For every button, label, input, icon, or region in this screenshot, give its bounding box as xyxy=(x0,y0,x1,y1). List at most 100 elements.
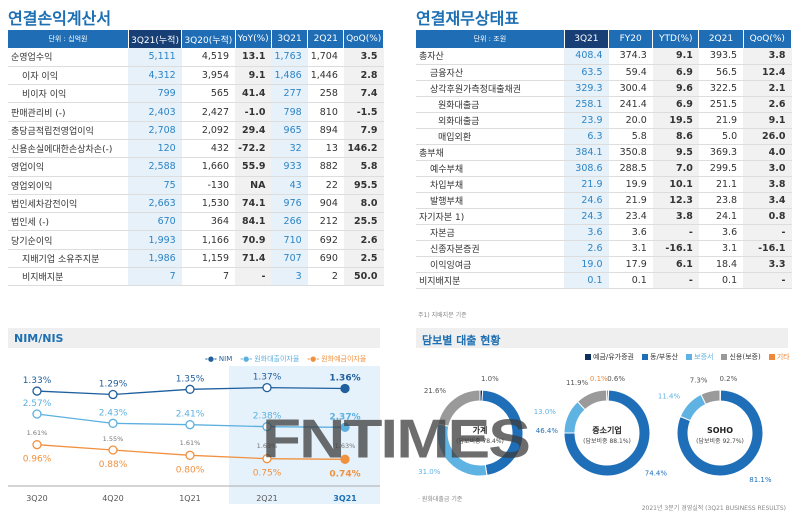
cell-value: 3.4 xyxy=(743,192,792,209)
row-label: 이자 이익 xyxy=(8,66,129,86)
row-label: 당기순이익 xyxy=(8,230,129,250)
cell-value: 308.6 xyxy=(564,160,609,177)
table-row: 판매관리비 (-) 2,403 2,427 -1.0 798 810 -1.5 xyxy=(8,102,384,122)
data-point xyxy=(108,389,118,400)
collateral-legend: 예금/유가증권 동/부동산 보증서 신용(보증) 기타 xyxy=(585,352,790,362)
table-row: 영업이익 2,588 1,660 55.9 933 882 5.8 xyxy=(8,157,384,177)
data-label: 2.57% xyxy=(23,399,52,409)
cell-value: 1,530 xyxy=(181,194,236,214)
cell-value: 6.9 xyxy=(652,96,699,113)
column-header: 단위 : 조원 xyxy=(416,30,565,48)
donut-slice xyxy=(700,389,721,405)
table-row: 이익잉여금 19.0 17.9 6.1 18.4 3.3 xyxy=(416,256,792,273)
legend-item: 신용(보증) xyxy=(721,352,761,362)
cell-value: 23.4 xyxy=(608,208,653,225)
cell-value: 56.5 xyxy=(698,64,744,81)
cell-value: 24.1 xyxy=(698,208,744,225)
cell-value: 384.1 xyxy=(564,144,609,161)
column-header: QoQ(%) xyxy=(743,30,793,48)
cell-value: 3.6 xyxy=(608,224,653,241)
cell-value: 2,092 xyxy=(181,121,236,140)
row-label: 상각후원가측정대출채권 xyxy=(416,80,565,97)
cell-value: 0.1 xyxy=(564,272,609,289)
cell-value: 10.1 xyxy=(652,176,699,193)
cell-value: -72.2 xyxy=(235,139,272,159)
row-label: 총자산 xyxy=(416,48,565,65)
donut-slice xyxy=(679,393,707,422)
data-label: 0.74% xyxy=(329,469,360,479)
cell-value: 1,166 xyxy=(181,230,236,250)
slice-label: 46.4% xyxy=(536,427,559,435)
table-row: 자본금 3.6 3.6-3.6- xyxy=(416,224,792,241)
row-label: 비지배지분 xyxy=(416,272,565,289)
spread-label: 1.55% xyxy=(103,435,124,443)
data-point xyxy=(185,420,195,430)
data-label: 2.41% xyxy=(176,410,205,420)
cell-value: 41.4 xyxy=(235,84,272,104)
cell-value: 2.6 xyxy=(564,240,609,257)
cell-value: 374.3 xyxy=(608,48,653,65)
row-label: 충당금적립전영업이익 xyxy=(8,121,129,140)
cell-value: 12.4 xyxy=(743,64,792,81)
cell-value: 369.3 xyxy=(698,144,744,161)
row-label: 판매관리비 (-) xyxy=(8,102,129,122)
cell-value: 5.0 xyxy=(698,128,744,145)
cell-value: 393.5 xyxy=(698,48,744,65)
cell-value: 799 xyxy=(128,84,182,104)
cell-value: 2.6 xyxy=(743,96,792,113)
data-label: 2.38% xyxy=(253,412,282,422)
table-row: 발행부채 24.6 21.9 12.3 23.8 3.4 xyxy=(416,192,792,209)
spread-label: 1.63% xyxy=(257,442,278,450)
cell-value: 2.5 xyxy=(343,249,384,269)
cell-value: 26.0 xyxy=(743,128,792,145)
donut-title: 중소기업 xyxy=(592,425,621,435)
cell-value: 0.8 xyxy=(743,208,792,225)
cell-value: 74.1 xyxy=(235,194,272,214)
balance-footnote: 주1) 지배지분 기준 xyxy=(418,312,467,319)
legend-item: -●- 원화예금이자율 xyxy=(307,355,367,363)
table-row: 신종자본증권 2.6 3.1 -16.1 3.1 -16.1 xyxy=(416,240,792,257)
cell-value: 882 xyxy=(307,157,344,177)
row-label: 법인세 (-) xyxy=(8,212,129,232)
cell-value: 258.1 xyxy=(564,96,609,113)
row-label: 자기자본 1) xyxy=(416,208,565,225)
table-row: 비지배지분 0.1 0.1-0.1- xyxy=(416,272,792,289)
column-header: 3Q21(누적) xyxy=(128,30,183,48)
cell-value: 692 xyxy=(307,230,344,250)
cell-value: 894 xyxy=(307,121,344,140)
cell-value: 55.9 xyxy=(235,157,272,177)
column-header: YoY(%) xyxy=(235,30,272,48)
cell-value: 364 xyxy=(181,212,236,232)
table-row: 당기순이익 1,993 1,166 70.9 710 692 2.6 xyxy=(8,230,384,250)
legend-item: -●- NIM xyxy=(205,355,233,363)
cell-value: 7 xyxy=(181,267,236,287)
data-point xyxy=(262,382,272,393)
data-point xyxy=(262,454,272,464)
row-label: 발행부채 xyxy=(416,192,565,209)
donut-slice xyxy=(676,389,764,477)
income-table: 단위 : 십억원 3Q21(누적) 3Q20(누적) YoY(%) 3Q21 2Q21 Qo… xyxy=(8,30,384,287)
row-label: 자본금 xyxy=(416,224,565,241)
column-header: QoQ(%) xyxy=(343,30,384,48)
cell-value: 9.6 xyxy=(652,80,699,97)
legend-item: 보증서 xyxy=(686,352,713,362)
cell-value: 277 xyxy=(271,84,308,104)
cell-value: 3.6 xyxy=(698,224,744,241)
data-point xyxy=(185,450,195,460)
cell-value: 6.9 xyxy=(652,64,699,81)
row-label: 매입외환 xyxy=(416,128,565,145)
cell-value: -1.5 xyxy=(343,102,384,122)
slice-label: 21.6% xyxy=(424,387,447,395)
slice-label: 7.3% xyxy=(690,376,708,384)
slice-label: 74.4% xyxy=(645,470,668,478)
cell-value: 95.5 xyxy=(343,176,384,195)
cell-value: 9.1 xyxy=(652,48,699,65)
cell-value: 241.4 xyxy=(608,96,653,113)
slice-label: 0.2% xyxy=(719,375,737,383)
x-tick-label: 1Q21 xyxy=(179,494,201,503)
data-label: 1.33% xyxy=(23,376,52,386)
cell-value: 0.1 xyxy=(608,272,653,289)
cell-value: 8.6 xyxy=(652,128,699,145)
cell-value: 13.1 xyxy=(235,48,272,67)
cell-value: 300.4 xyxy=(608,80,653,97)
